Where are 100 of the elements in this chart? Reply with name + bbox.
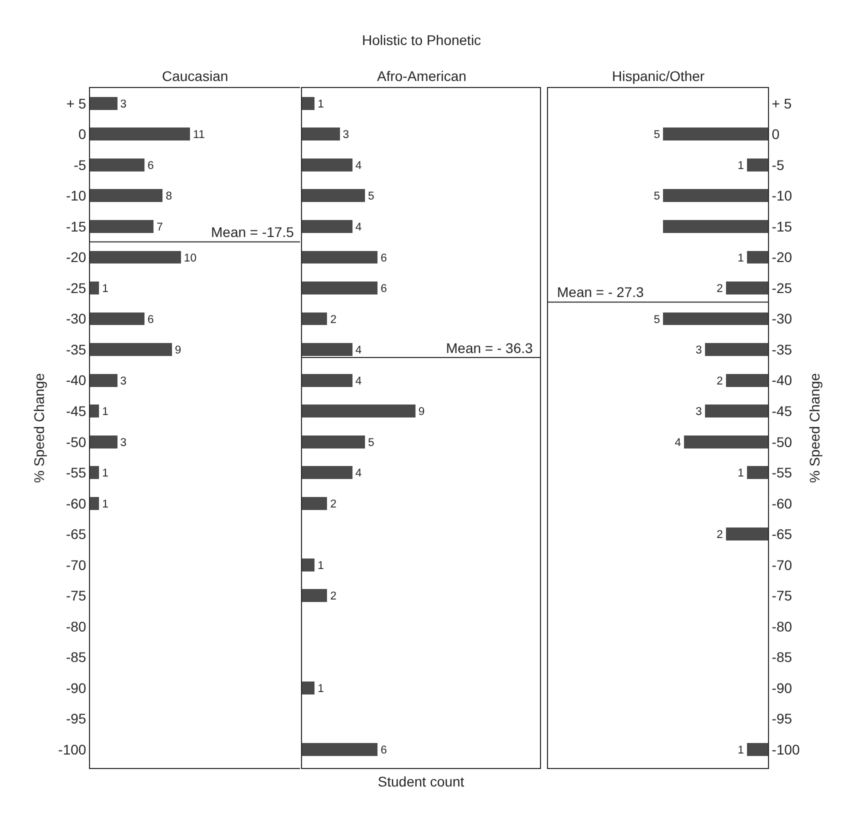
y-tick-label: -25	[66, 280, 86, 296]
bar	[90, 435, 118, 448]
y-tick-label: -20	[66, 249, 86, 266]
data-label: 5	[654, 314, 660, 326]
y-tick-label: -30	[66, 310, 86, 327]
y-tick-label: -55	[66, 464, 86, 481]
data-label: 2	[716, 529, 723, 542]
bar	[302, 343, 352, 356]
bar	[663, 220, 768, 233]
y-tick-label: -10	[66, 188, 86, 204]
bar	[726, 374, 768, 387]
data-label: 9	[418, 406, 425, 418]
y-tick-label: + 5	[66, 95, 86, 112]
data-label: 6	[148, 314, 154, 326]
data-label: 6	[380, 744, 387, 757]
y-tick-label: -100	[772, 741, 800, 758]
y-tick-label: -10	[772, 188, 792, 204]
data-label: 4	[355, 160, 362, 172]
y-tick-label: -85	[66, 649, 86, 666]
data-label: 5	[654, 129, 660, 142]
data-label: 1	[102, 283, 108, 296]
x-axis-title: Student count	[378, 773, 464, 790]
y-tick-label: -90	[772, 680, 792, 696]
data-label: 4	[355, 221, 362, 234]
y-tick-label: -5	[74, 156, 86, 173]
data-label: 3	[120, 98, 127, 110]
bar	[302, 496, 328, 510]
data-label: 1	[102, 468, 108, 480]
bar	[90, 128, 190, 141]
bar	[302, 250, 378, 264]
data-label: 7	[156, 221, 163, 234]
y-tick-label: -60	[772, 495, 792, 512]
bar	[302, 466, 352, 480]
y-axis-title: % Speed Change	[30, 372, 47, 483]
bar	[302, 404, 416, 418]
y-tick-label: -95	[66, 710, 86, 727]
ref-line-label: Mean = - 27.3	[557, 284, 644, 300]
data-label: 1	[102, 406, 108, 418]
bar	[302, 312, 328, 326]
bar	[302, 96, 315, 110]
bar	[726, 282, 768, 294]
bar	[302, 282, 378, 294]
y-tick-label: -5	[772, 156, 784, 173]
bar	[747, 466, 768, 480]
y-tick-label: -45	[66, 402, 86, 419]
bar	[302, 220, 352, 233]
y-tick-label: -70	[772, 556, 792, 573]
data-label: 1	[318, 683, 324, 696]
y-tick-label: -75	[66, 588, 86, 604]
y-tick-label: -80	[772, 618, 792, 634]
y-tick-label: -45	[772, 402, 792, 419]
y-tick-label: -40	[66, 372, 86, 388]
y-tick-label: -50	[772, 434, 792, 450]
y-tick-label: 0	[78, 126, 86, 142]
data-label: 4	[355, 468, 362, 480]
bar	[705, 404, 768, 418]
y-tick-label: -50	[66, 434, 86, 450]
data-label: 5	[368, 436, 374, 449]
y-tick-label: -65	[66, 526, 86, 542]
y-tick-label: -20	[772, 249, 792, 266]
ref-line-label: Mean = - 36.3	[446, 340, 533, 356]
bar	[747, 250, 768, 264]
bar	[90, 250, 181, 264]
chart-title: Holistic to Phonetic	[362, 32, 482, 48]
data-label: 1	[738, 160, 744, 172]
bar	[684, 435, 768, 448]
bar	[302, 682, 315, 694]
bar	[90, 374, 118, 387]
bar	[302, 158, 352, 172]
data-label: 1	[102, 498, 108, 510]
data-label: 3	[696, 406, 702, 418]
bar	[302, 589, 328, 602]
data-label: 3	[120, 375, 127, 388]
y-tick-label: + 5	[772, 95, 792, 112]
bar	[90, 343, 172, 356]
y-tick-label: -65	[772, 526, 792, 542]
data-label: 4	[355, 375, 362, 388]
bar	[90, 282, 100, 294]
bar	[663, 189, 768, 202]
bar	[90, 96, 118, 110]
bar	[90, 312, 145, 326]
chart-title: Hispanic/Other	[612, 68, 705, 84]
y-tick-label: -60	[66, 495, 86, 512]
ref-line-label: Mean = -17.5	[211, 224, 294, 240]
bar	[747, 158, 768, 172]
data-label: 2	[330, 498, 336, 510]
chart-subtitle: Afro-American	[377, 68, 466, 84]
data-label: 1	[738, 744, 744, 757]
data-label: 3	[342, 129, 350, 142]
bar	[302, 189, 365, 202]
data-label: 1	[318, 560, 324, 572]
y-tick-label: -35	[66, 341, 86, 358]
data-label: 2	[330, 590, 336, 603]
y-axis-title: % Speed Change	[806, 372, 822, 483]
y-tick-label: -40	[772, 372, 792, 388]
data-label: 6	[380, 283, 387, 296]
y-tick-label: -55	[772, 464, 792, 481]
y-tick-label: -75	[772, 588, 792, 604]
y-tick-label: -25	[772, 280, 792, 296]
y-tick-label: -15	[772, 218, 792, 234]
